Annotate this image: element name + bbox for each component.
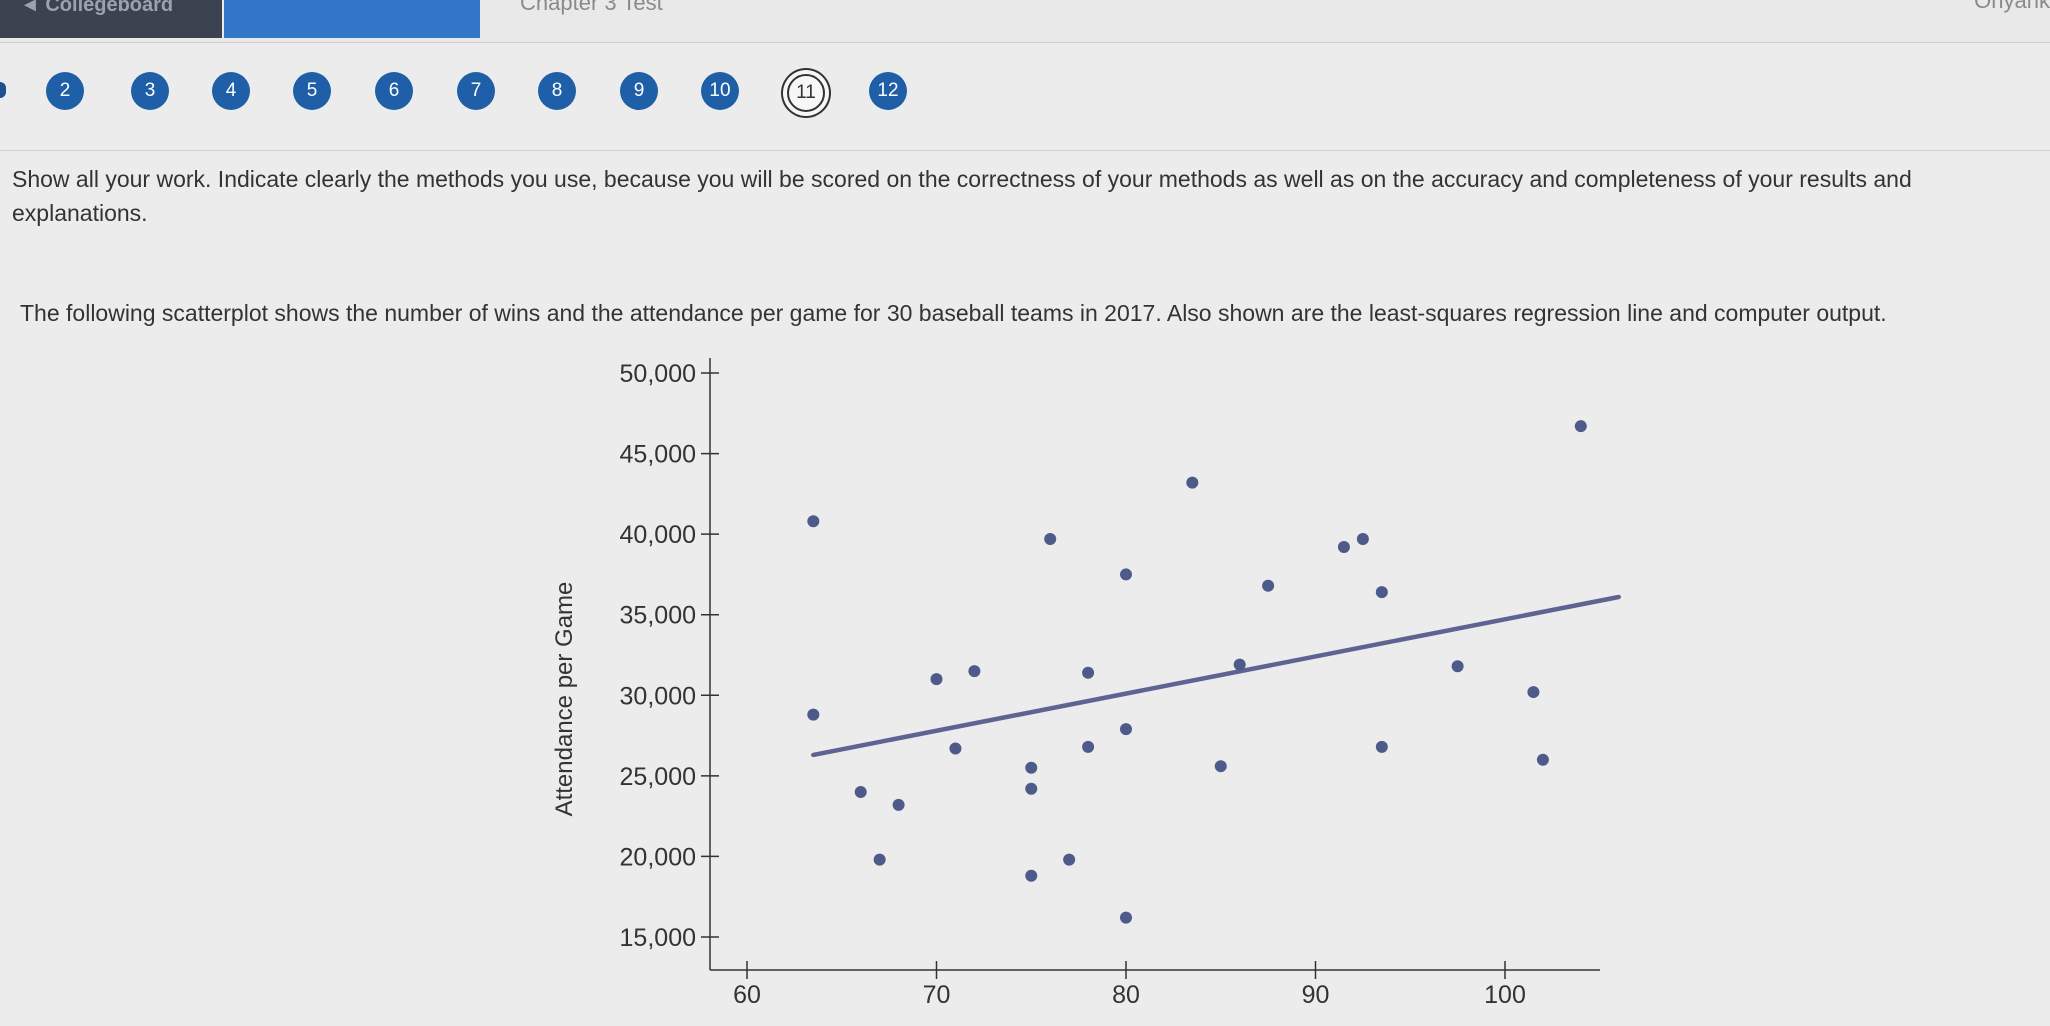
question-navigator: 2 3 4 5 6 7 8 9 10 11 12 xyxy=(0,62,2050,120)
scatter-point xyxy=(1082,740,1095,753)
regression-line xyxy=(811,594,1621,758)
scatter-point xyxy=(1120,911,1132,924)
x-tick-label: 70 xyxy=(923,981,951,1009)
y-tick-label: 35,000 xyxy=(620,602,696,630)
question-3-button[interactable]: 3 xyxy=(131,72,169,110)
scatter-point xyxy=(892,798,905,811)
scatter-point xyxy=(1451,660,1464,673)
previous-question-edge[interactable] xyxy=(0,82,6,98)
x-tick-label: 80 xyxy=(1112,981,1140,1009)
question-2-button[interactable]: 2 xyxy=(46,72,84,110)
top-bar: ◄ Collegeboard Chapter 3 Test Onyank xyxy=(0,0,2050,43)
test-title: Chapter 3 Test xyxy=(520,0,663,15)
y-axis-ticks: 15,000 20,000 25,000 30,000 35,000 40,000 45,0… xyxy=(620,360,719,952)
scatter-point xyxy=(1356,532,1369,545)
y-axis-label: Attendance per Game xyxy=(551,582,578,817)
scatter-point xyxy=(1063,853,1076,866)
scatter-point xyxy=(1375,586,1388,599)
question-11-button-current[interactable]: 11 xyxy=(787,74,825,112)
question-5-button[interactable]: 5 xyxy=(293,72,331,110)
scatter-point xyxy=(1262,579,1275,592)
y-tick-label: 45,000 xyxy=(620,441,696,469)
active-section-tab[interactable] xyxy=(224,0,480,38)
x-axis-ticks: 60 70 80 90 100 xyxy=(733,961,1526,1009)
scatter-point xyxy=(949,742,962,755)
scatter-point xyxy=(1527,686,1540,699)
question-10-button[interactable]: 10 xyxy=(701,72,739,110)
y-tick-label: 30,000 xyxy=(620,682,696,710)
scatter-point xyxy=(873,853,886,866)
x-tick-label: 60 xyxy=(733,981,761,1009)
scatter-point xyxy=(1233,658,1246,671)
scatter-point xyxy=(1375,740,1388,753)
question-7-button[interactable]: 7 xyxy=(457,72,495,110)
question-prompt: The following scatterplot shows the numb… xyxy=(20,300,1887,326)
y-tick-label: 50,000 xyxy=(620,360,696,388)
scatter-point xyxy=(1337,541,1350,554)
question-4-button[interactable]: 4 xyxy=(212,72,250,110)
scatter-point xyxy=(1186,476,1199,489)
scatter-point xyxy=(807,708,820,721)
scatter-point xyxy=(1120,568,1132,581)
question-9-button[interactable]: 9 xyxy=(620,72,658,110)
scatter-point xyxy=(1120,723,1132,736)
nav-divider xyxy=(0,150,2050,151)
y-tick-label: 25,000 xyxy=(620,763,696,791)
question-6-button[interactable]: 6 xyxy=(375,72,413,110)
scatter-point xyxy=(1574,420,1587,433)
user-name[interactable]: Onyank xyxy=(1974,0,2050,13)
x-tick-label: 100 xyxy=(1484,981,1526,1009)
scatter-point xyxy=(1536,753,1549,766)
question-12-button[interactable]: 12 xyxy=(869,72,907,110)
scatter-point xyxy=(1025,761,1038,774)
y-tick-label: 40,000 xyxy=(620,521,696,549)
x-tick-label: 90 xyxy=(1302,981,1330,1009)
question-8-button[interactable]: 8 xyxy=(538,72,576,110)
scatter-point xyxy=(1025,869,1038,882)
data-points xyxy=(807,420,1587,924)
scatter-point xyxy=(854,785,867,798)
scatter-point xyxy=(1025,782,1038,795)
scatter-point xyxy=(968,665,981,678)
scatter-point xyxy=(1082,666,1095,679)
instructions-text: Show all your work. Indicate clearly the… xyxy=(12,166,1912,226)
scatter-point xyxy=(1214,760,1227,773)
back-to-course-tab[interactable]: ◄ Collegeboard xyxy=(0,0,222,38)
y-tick-label: 15,000 xyxy=(620,924,696,952)
y-tick-label: 20,000 xyxy=(620,843,696,871)
scatter-point xyxy=(807,515,820,528)
back-tab-label: ◄ Collegeboard xyxy=(20,0,174,16)
scatter-point xyxy=(1044,532,1057,545)
scatter-point xyxy=(930,673,943,686)
